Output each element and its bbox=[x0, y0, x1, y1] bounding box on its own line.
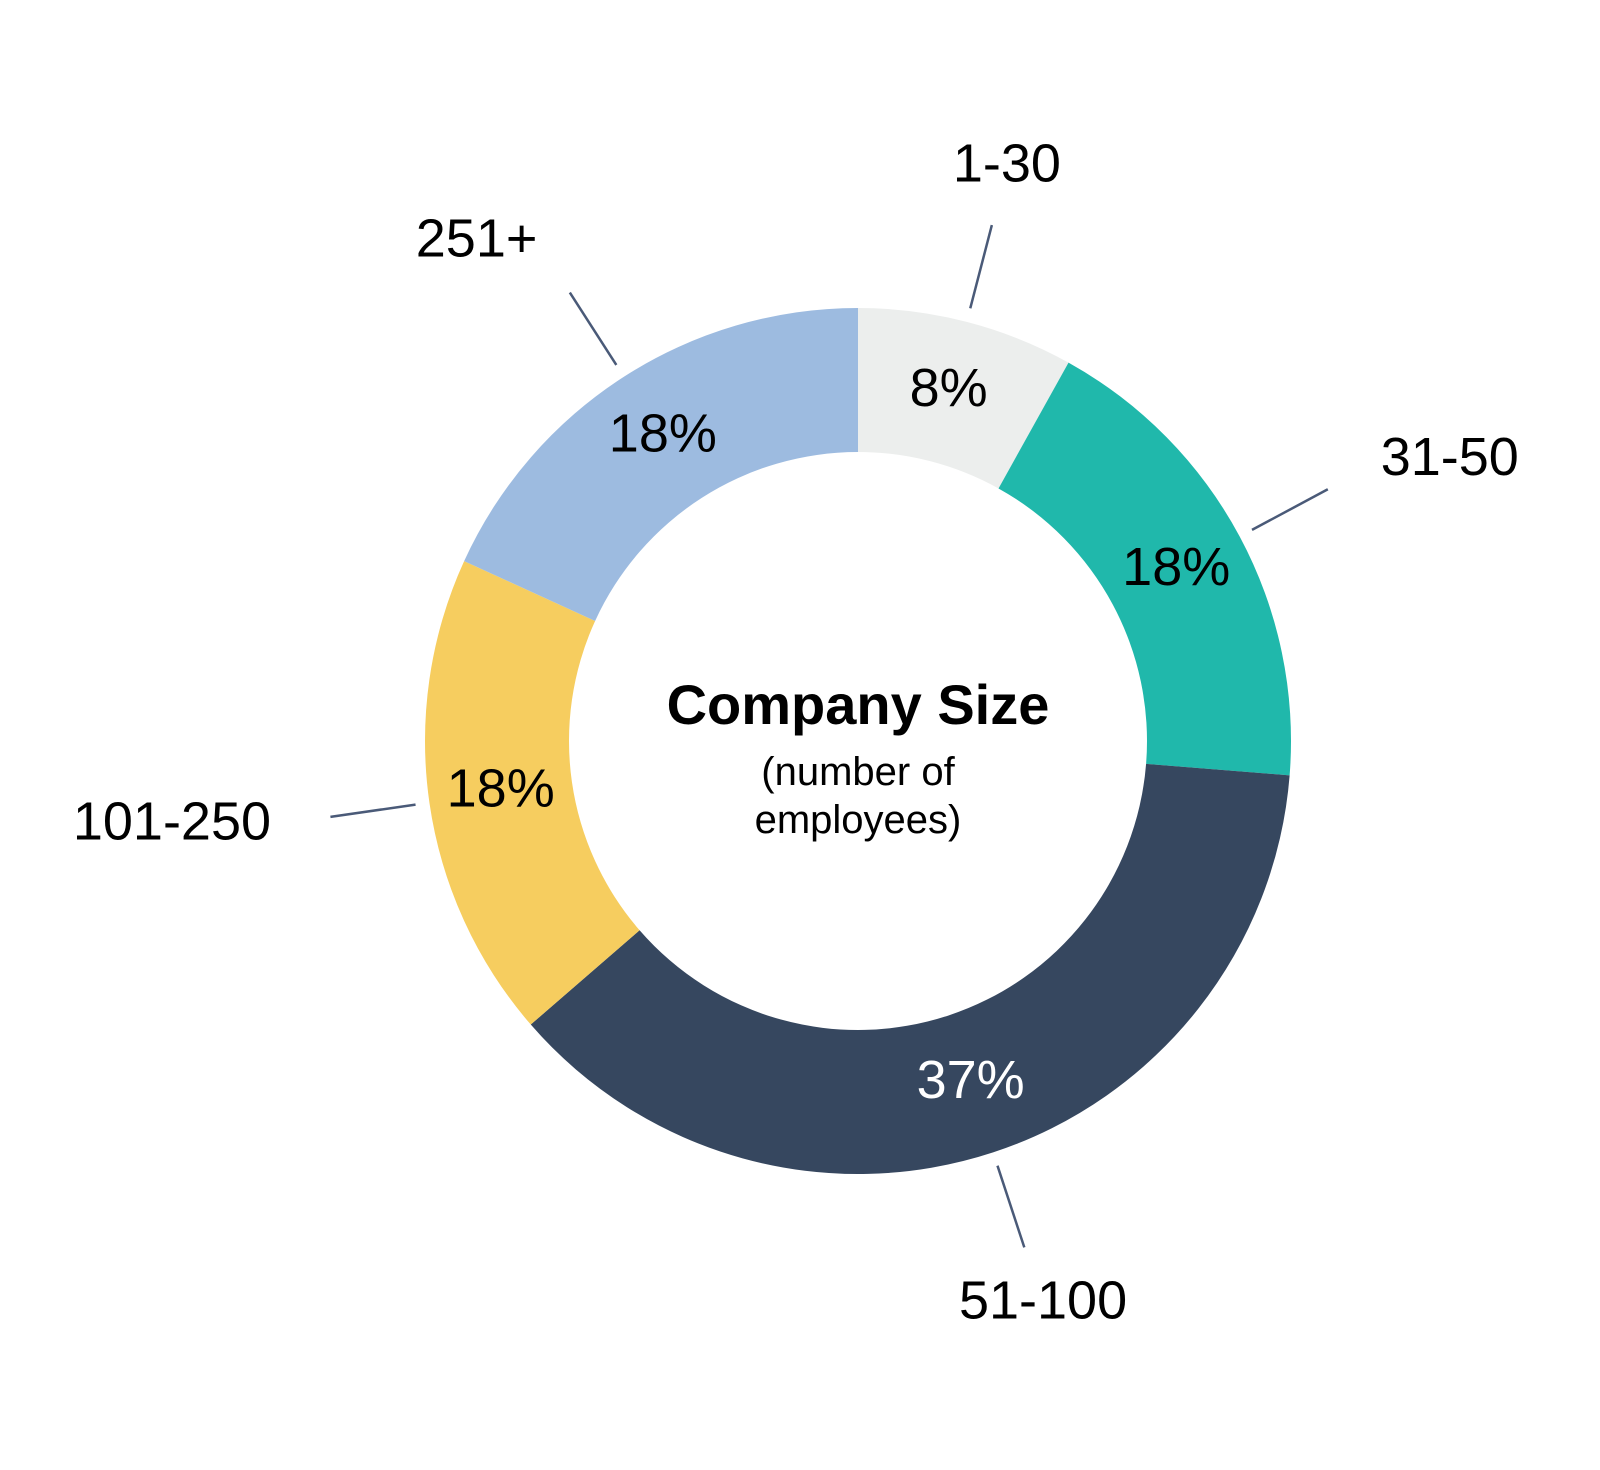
slice bbox=[998, 362, 1291, 776]
value-label: 8% bbox=[910, 358, 988, 418]
leader-line bbox=[1251, 488, 1329, 531]
chart-subtitle: (number of employees) bbox=[754, 750, 962, 842]
category-label: 51-100 bbox=[959, 1271, 1127, 1331]
value-label: 18% bbox=[1122, 537, 1230, 597]
leader-line bbox=[969, 224, 994, 309]
value-label: 18% bbox=[609, 404, 717, 464]
slice bbox=[530, 763, 1290, 1174]
slice bbox=[858, 308, 1069, 489]
category-label: 101-250 bbox=[73, 792, 271, 852]
leader-line bbox=[568, 291, 618, 366]
chart-title: Company Size bbox=[666, 673, 1050, 736]
slice bbox=[425, 561, 640, 1025]
category-label: 1-30 bbox=[953, 133, 1061, 193]
leader-line bbox=[996, 1165, 1026, 1248]
value-label: 18% bbox=[447, 759, 555, 819]
category-label: 31-50 bbox=[1381, 427, 1519, 487]
slice bbox=[464, 308, 858, 621]
leader-line bbox=[330, 803, 416, 819]
value-label: 37% bbox=[917, 1050, 1025, 1110]
center-text: Company Size (number of employees) bbox=[608, 670, 1108, 844]
category-label: 251+ bbox=[416, 208, 538, 268]
